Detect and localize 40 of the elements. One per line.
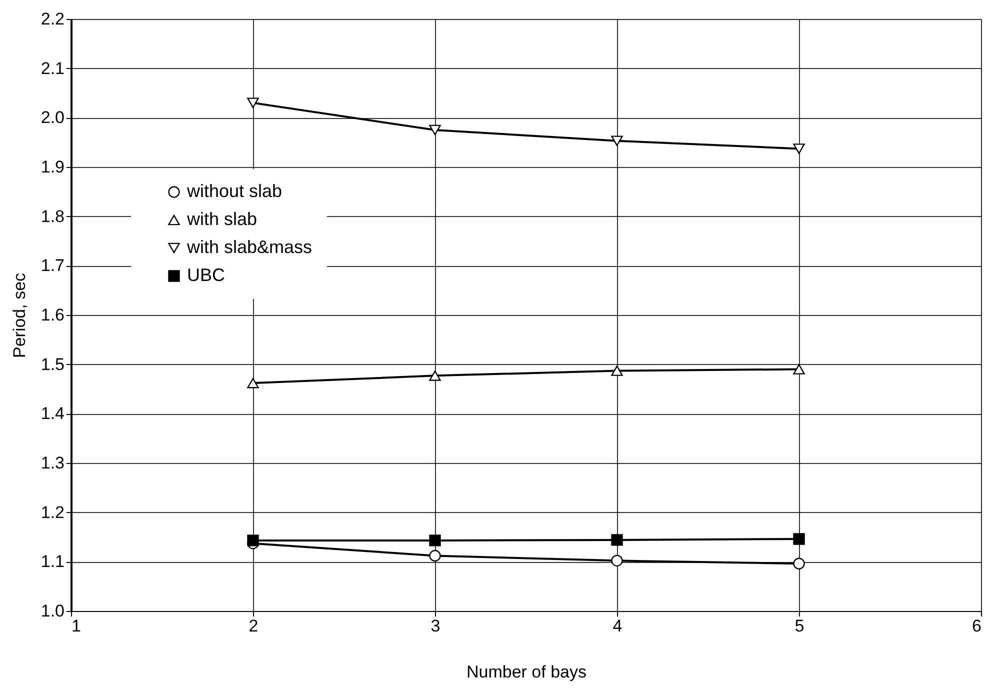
y-tick-label: 1.3 [40, 454, 64, 472]
point [247, 534, 259, 546]
point [429, 550, 441, 562]
x-tick-label: 3 [430, 616, 440, 636]
x-tick-label: 6 [972, 616, 982, 636]
point [429, 124, 441, 136]
y-tick-label: 1.1 [40, 552, 64, 572]
y-tick-label: 1.8 [40, 206, 64, 226]
legend-label: with slab [186, 209, 258, 229]
y-tick-label: 1.9 [40, 158, 64, 176]
point [247, 98, 259, 108]
x-tick-label: 2 [248, 616, 258, 636]
point [611, 534, 623, 546]
point [793, 144, 805, 154]
y-tick-label: 2.1 [40, 58, 64, 78]
legend-label: without slab [186, 181, 282, 201]
y-tick-label: 2.2 [40, 10, 64, 28]
y-tick-label: 1.0 [40, 602, 64, 620]
x-tick-label: 4 [612, 616, 622, 636]
point [793, 558, 805, 570]
point [793, 364, 805, 374]
y-tick-label: 2.0 [40, 108, 64, 128]
point [429, 370, 441, 381]
x-tick-label: 5 [794, 616, 804, 636]
point [247, 378, 259, 388]
y-tick-label: 1.7 [40, 256, 64, 276]
y-axis-title: Period, sec [10, 272, 29, 358]
point [611, 366, 623, 376]
legend-label: UBC [187, 265, 226, 285]
x-axis-title: Number of bays [466, 662, 586, 682]
point [793, 533, 805, 545]
point [611, 554, 623, 567]
y-tick-label: 1.4 [40, 404, 64, 424]
point [611, 136, 623, 146]
legend-label: with slab&mass [186, 237, 312, 257]
point [429, 534, 441, 546]
y-tick-label: 1.2 [40, 502, 64, 522]
x-tick-label: 1 [72, 616, 81, 636]
y-tick-label: 1.5 [40, 354, 64, 374]
y-tick-label: 1.6 [40, 306, 64, 324]
